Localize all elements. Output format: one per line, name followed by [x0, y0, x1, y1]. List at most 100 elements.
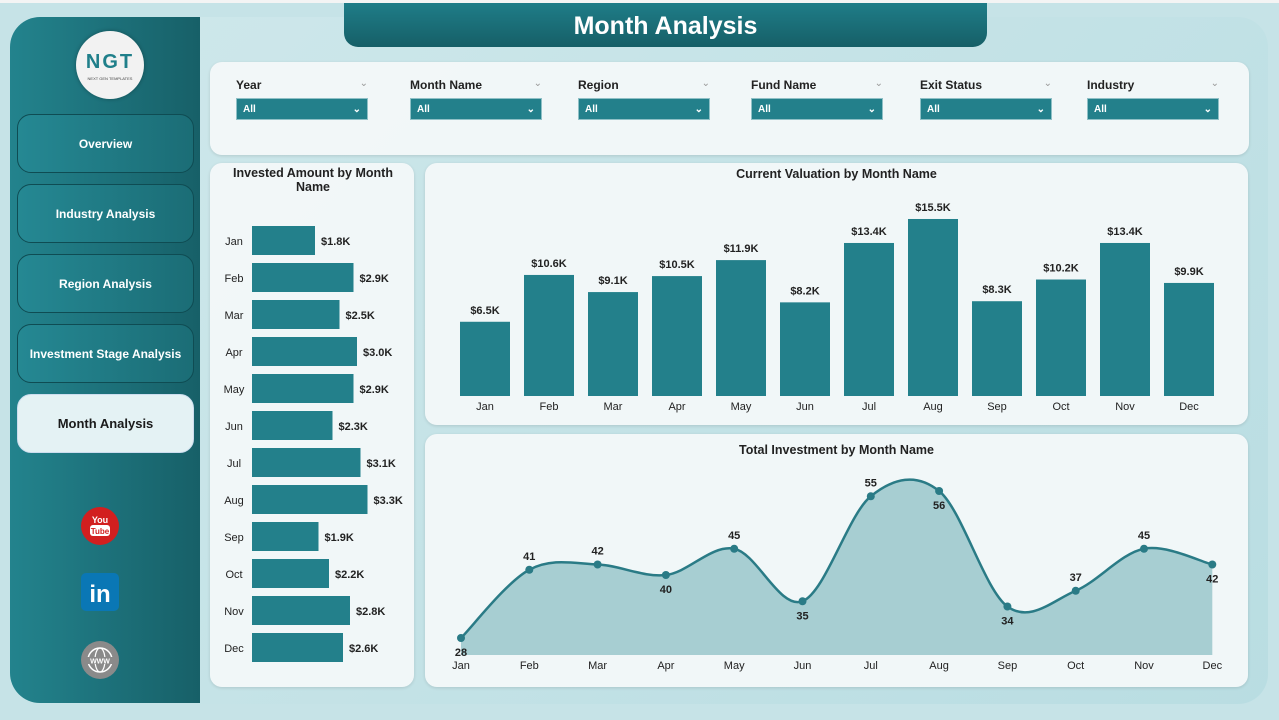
bar	[588, 292, 638, 396]
bar	[780, 302, 830, 396]
filter-label: Industry ⌄	[1087, 78, 1219, 98]
y-tick-label: Oct	[225, 569, 242, 581]
nav-industry-analysis[interactable]: Industry Analysis	[17, 184, 194, 243]
nav-region-analysis[interactable]: Region Analysis	[17, 254, 194, 313]
data-label: 56	[933, 500, 945, 512]
data-label: 34	[1001, 616, 1014, 628]
data-point	[1140, 544, 1148, 553]
bar	[252, 411, 333, 440]
current-valuation-title: Current Valuation by Month Name	[736, 167, 937, 181]
data-label: $2.6K	[349, 643, 378, 655]
x-tick-label: Aug	[923, 401, 943, 413]
data-label: $3.1K	[367, 458, 396, 470]
nav-overview[interactable]: Overview	[17, 114, 194, 173]
page-title: Month Analysis	[344, 3, 987, 47]
x-tick-label: May	[731, 401, 752, 413]
filter-dropdown[interactable]: All ⌄	[751, 98, 883, 120]
filter-value: All	[417, 103, 430, 115]
data-label: 45	[1138, 530, 1150, 542]
x-tick-label: Sep	[987, 401, 1007, 413]
logo-text: NGT	[85, 51, 135, 73]
chevron-down-icon[interactable]: ⌄	[1043, 78, 1052, 89]
data-label: $10.6K	[531, 258, 567, 270]
data-label: $9.1K	[598, 275, 627, 287]
linkedin-icon[interactable]: in	[80, 572, 120, 612]
y-tick-label: Mar	[225, 310, 244, 322]
filter-dropdown[interactable]: All ⌄	[920, 98, 1052, 120]
bar	[252, 263, 354, 292]
chevron-down-icon[interactable]: ⌄	[1210, 78, 1219, 89]
chevron-down-icon: ⌄	[694, 103, 703, 115]
x-tick-label: Oct	[1052, 401, 1069, 413]
youtube-icon[interactable]: You Tube	[80, 506, 120, 546]
y-tick-label: Feb	[225, 273, 244, 285]
x-tick-label: Mar	[604, 401, 623, 413]
website-icon[interactable]: WWW	[80, 640, 120, 680]
x-tick-label: May	[724, 660, 745, 672]
svg-text:WWW: WWW	[90, 659, 110, 666]
chevron-down-icon: ⌄	[1203, 103, 1212, 115]
x-tick-label: Apr	[657, 660, 674, 672]
filter-label: Year ⌄	[236, 78, 368, 98]
bar	[252, 559, 329, 588]
data-label: $6.5K	[470, 305, 499, 317]
invested-amount-chart: Jan $1.8K Feb $2.9K Mar $2.5K Apr $3.0K May $2.9K…	[224, 226, 403, 662]
data-point	[730, 544, 739, 553]
area-fill	[461, 479, 1213, 655]
y-tick-label: Jun	[225, 421, 243, 433]
filter-value: All	[243, 103, 256, 115]
x-tick-label: Jul	[864, 660, 878, 672]
data-label: $2.8K	[356, 606, 385, 618]
bar	[252, 337, 357, 366]
data-label: 42	[1206, 574, 1218, 586]
filter-dropdown[interactable]: All ⌄	[410, 98, 542, 120]
x-tick-label: Apr	[668, 401, 685, 413]
chevron-down-icon[interactable]: ⌄	[533, 78, 542, 89]
data-label: 35	[796, 610, 808, 622]
x-tick-label: Mar	[588, 660, 607, 672]
data-label: $15.5K	[915, 202, 951, 214]
bar	[972, 301, 1022, 396]
filter-label-text: Exit Status	[920, 78, 983, 92]
filter-month-name: Month Name ⌄ All ⌄	[410, 78, 542, 120]
chevron-down-icon[interactable]: ⌄	[359, 78, 368, 89]
filter-dropdown[interactable]: All ⌄	[1087, 98, 1219, 120]
bar	[524, 274, 574, 396]
filter-label: Fund Name ⌄	[751, 78, 883, 98]
data-point	[798, 597, 807, 606]
bar	[844, 242, 894, 396]
nav-month-analysis[interactable]: Month Analysis	[17, 394, 194, 453]
bar	[252, 448, 361, 477]
data-label: $1.8K	[321, 236, 350, 248]
data-label: 42	[591, 546, 603, 558]
y-tick-label: Aug	[224, 495, 244, 507]
x-tick-label: Dec	[1179, 401, 1199, 413]
filter-dropdown[interactable]: All ⌄	[578, 98, 710, 120]
data-label: 41	[523, 551, 535, 563]
data-label: 40	[660, 584, 672, 596]
chevron-down-icon[interactable]: ⌄	[701, 78, 710, 89]
chevron-down-icon[interactable]: ⌄	[874, 78, 883, 89]
x-tick-label: Jan	[476, 401, 494, 413]
nav-investment-stage-analysis[interactable]: Investment Stage Analysis	[17, 324, 194, 383]
data-point	[1003, 602, 1012, 611]
bar	[716, 260, 766, 396]
data-point	[866, 492, 875, 501]
bar	[1036, 279, 1086, 396]
chevron-down-icon: ⌄	[526, 103, 535, 115]
data-label: $10.5K	[659, 259, 695, 271]
bar	[252, 300, 340, 329]
filter-label-text: Industry	[1087, 78, 1135, 92]
filter-dropdown[interactable]: All ⌄	[236, 98, 368, 120]
data-label: $8.2K	[790, 285, 819, 297]
data-point	[1071, 586, 1080, 595]
data-label: $3.3K	[374, 495, 403, 507]
bar	[252, 374, 354, 403]
y-tick-label: Jul	[227, 458, 241, 470]
data-label: $2.9K	[360, 273, 389, 285]
y-tick-label: Sep	[224, 532, 244, 544]
filter-label: Month Name ⌄	[410, 78, 542, 98]
logo: NGT NEXT GEN TEMPLATES	[76, 31, 144, 99]
data-point	[525, 565, 534, 574]
